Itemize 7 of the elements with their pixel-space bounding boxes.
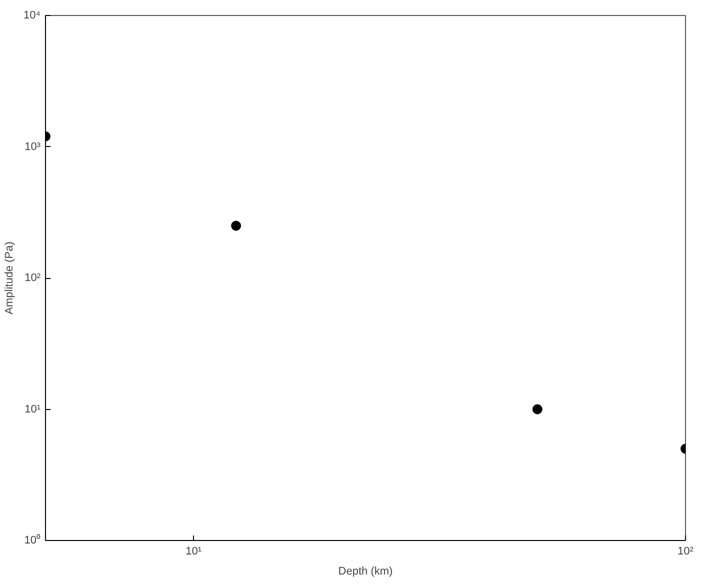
x-axis-title: Depth (km) <box>338 566 393 578</box>
y-tick-label: 10² <box>24 272 41 284</box>
y-tick-label: 10⁴ <box>24 10 41 22</box>
y-axis-title: Amplitude (Pa) <box>4 242 16 314</box>
y-tick-label: 10³ <box>24 140 41 153</box>
y-tick-label: 10¹ <box>24 403 41 416</box>
y-tick-label: 10⁰ <box>24 534 41 546</box>
